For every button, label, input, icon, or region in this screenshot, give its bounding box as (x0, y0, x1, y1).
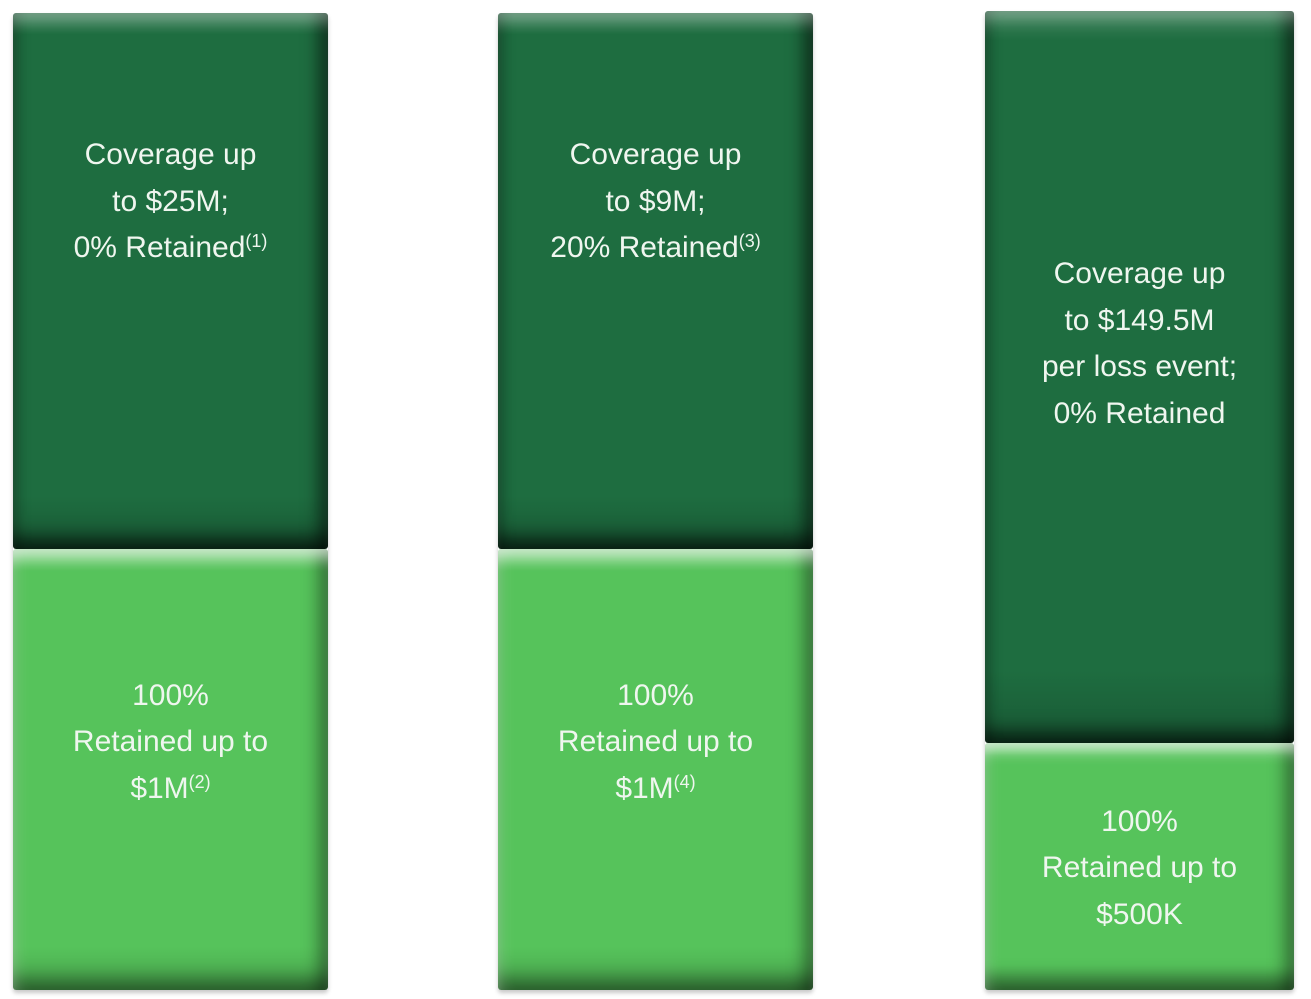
tower-3-coverage-label: Coverage up to $149.5M per loss event; 0… (1042, 251, 1237, 437)
tower-2-coverage-segment: Coverage up to $9M; 20% Retained(3) (498, 13, 813, 550)
label-line: $1M(2) (73, 766, 268, 813)
tower-2-retention-label: 100% Retained up to $1M(4) (558, 673, 753, 813)
label-text: $1M (615, 771, 674, 805)
tower-3-retention-segment: 100% Retained up to $500K (985, 743, 1294, 990)
tower-1-coverage-label: Coverage up to $25M; 0% Retained(1) (74, 132, 268, 272)
label-line: Retained up to (72, 725, 269, 759)
tower-2: Coverage up to $9M; 20% Retained(3) 100%… (498, 13, 813, 990)
tower-1-coverage-segment: Coverage up to $25M; 0% Retained(1) (13, 13, 328, 550)
label-line: 0% Retained(1) (74, 225, 268, 272)
label-line: Coverage up (84, 138, 257, 172)
label-line: Coverage up (1053, 257, 1226, 291)
tower-1-retention-segment: 100% Retained up to $1M(2) (13, 549, 328, 990)
label-line: Retained up to (1041, 851, 1238, 885)
label-line: $1M(4) (558, 766, 753, 813)
tower-1-retention-label: 100% Retained up to $1M(2) (73, 673, 268, 813)
label-line: to $9M; (605, 184, 706, 218)
label-line: per loss event; (1041, 350, 1238, 384)
label-line: 0% Retained (1053, 396, 1226, 430)
footnote-marker: (2) (188, 772, 211, 793)
footnote-marker: (1) (245, 231, 268, 252)
label-line: to $25M; (112, 184, 229, 218)
label-line: Retained up to (557, 725, 754, 759)
label-line: 100% (1101, 804, 1178, 838)
label-line: 100% (617, 678, 694, 712)
tower-2-coverage-label: Coverage up to $9M; 20% Retained(3) (550, 132, 760, 272)
label-line: 100% (132, 678, 209, 712)
tower-3: Coverage up to $149.5M per loss event; 0… (985, 11, 1294, 990)
footnote-marker: (3) (738, 231, 761, 252)
label-line: to $149.5M (1064, 303, 1215, 337)
tower-2-retention-segment: 100% Retained up to $1M(4) (498, 549, 813, 990)
label-line: 20% Retained(3) (550, 225, 760, 272)
label-text: 20% Retained (550, 231, 739, 265)
label-line: Coverage up (569, 138, 742, 172)
tower-3-retention-label: 100% Retained up to $500K (1042, 799, 1237, 939)
label-text: $1M (130, 771, 189, 805)
tower-3-coverage-segment: Coverage up to $149.5M per loss event; 0… (985, 11, 1294, 744)
footnote-marker: (4) (673, 772, 696, 793)
label-line: $500K (1096, 897, 1183, 931)
label-text: 0% Retained (73, 231, 246, 265)
tower-1: Coverage up to $25M; 0% Retained(1) 100%… (13, 13, 328, 990)
